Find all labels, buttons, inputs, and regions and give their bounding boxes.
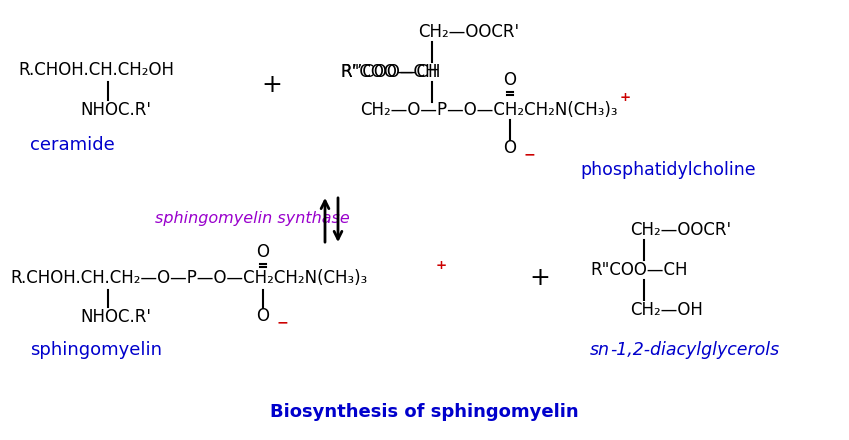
Text: -1,2-diacylglycerols: -1,2-diacylglycerols <box>610 341 779 359</box>
Text: ceramide: ceramide <box>30 136 115 154</box>
Text: R"COO—CH: R"COO—CH <box>590 261 688 279</box>
Text: R.CHOH.CH.CH₂—O—P—O—CH₂CH₂N(CH₃)₃: R.CHOH.CH.CH₂—O—P—O—CH₂CH₂N(CH₃)₃ <box>10 269 368 287</box>
Text: O: O <box>503 139 516 157</box>
Text: CH₂—OOCR': CH₂—OOCR' <box>630 221 731 239</box>
Text: CH₂—OH: CH₂—OH <box>630 301 703 319</box>
Text: R"COO—CH: R"COO—CH <box>340 63 437 81</box>
Text: Biosynthesis of sphingomyelin: Biosynthesis of sphingomyelin <box>270 403 578 421</box>
Text: +: + <box>620 91 631 103</box>
Text: CH₂—OOCR': CH₂—OOCR' <box>418 23 519 41</box>
Text: CH₂—O—P—O—CH₂CH₂N(CH₃)₃: CH₂—O—P—O—CH₂CH₂N(CH₃)₃ <box>360 101 617 119</box>
Text: +: + <box>436 259 447 271</box>
Text: sphingomyelin synthase: sphingomyelin synthase <box>155 210 350 225</box>
Text: phosphatidylcholine: phosphatidylcholine <box>580 161 756 179</box>
Text: O: O <box>256 243 269 261</box>
Text: −: − <box>277 315 289 329</box>
Text: O: O <box>503 71 516 89</box>
Text: +: + <box>530 266 550 290</box>
Text: sphingomyelin: sphingomyelin <box>30 341 162 359</box>
Text: R.CHOH.CH.CH₂OH: R.CHOH.CH.CH₂OH <box>18 61 174 79</box>
Text: NHOC.R': NHOC.R' <box>80 101 151 119</box>
Text: R’’COO—CH: R’’COO—CH <box>340 63 441 81</box>
Text: O: O <box>256 307 269 325</box>
Text: +: + <box>261 73 283 97</box>
Text: NHOC.R': NHOC.R' <box>80 308 151 326</box>
Text: sn: sn <box>590 341 610 359</box>
Text: −: − <box>524 147 536 161</box>
